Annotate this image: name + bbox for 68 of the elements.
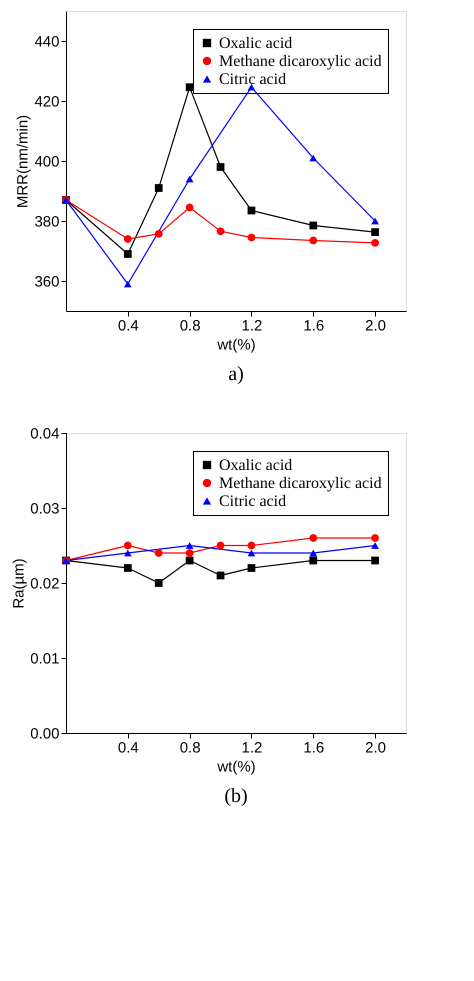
point	[216, 227, 224, 236]
point	[309, 556, 318, 564]
legend-label: Citric acid	[219, 71, 286, 88]
y-tick-label: 400	[34, 154, 60, 170]
y-axis-title: Ra(µm)	[10, 558, 28, 609]
legend-label: Oxalic acid	[219, 457, 292, 474]
point	[154, 579, 163, 587]
point	[248, 206, 256, 214]
point	[186, 176, 194, 182]
point	[309, 222, 318, 230]
text: a)	[228, 363, 244, 385]
y-tick-label: 0.03	[30, 500, 60, 518]
y-tick-label: 0.04	[30, 426, 60, 442]
point	[124, 280, 132, 288]
point	[371, 542, 379, 549]
point	[154, 549, 163, 557]
point	[371, 556, 379, 564]
legend-label: Oxalic acid	[219, 35, 292, 52]
legend-label: Methane dicaroxylic acid	[219, 53, 382, 70]
point	[371, 534, 379, 542]
x-axis-title: wt(%)	[216, 758, 256, 776]
point	[248, 542, 256, 550]
point	[154, 230, 163, 238]
point	[216, 163, 224, 171]
point	[124, 235, 132, 243]
y-tick-label: 380	[34, 214, 60, 230]
point	[124, 542, 132, 550]
y-tick-label: 0.02	[30, 576, 60, 592]
point	[216, 572, 224, 580]
point	[371, 218, 379, 224]
point	[124, 550, 132, 556]
x-axis-title: wt(%)	[216, 336, 256, 354]
point	[186, 204, 194, 212]
x-tick-label: 1.6	[303, 318, 324, 334]
text: (b)	[224, 785, 248, 807]
point	[248, 564, 256, 572]
y-tick-label: 440	[34, 34, 60, 50]
x-tick-label: 2.0	[365, 318, 386, 334]
point	[154, 184, 163, 192]
y-tick-label: 0.01	[30, 650, 60, 668]
legend-label: Citric acid	[219, 493, 286, 510]
point	[186, 549, 194, 557]
point	[309, 154, 318, 162]
x-tick-label: 0.8	[180, 740, 201, 756]
point	[248, 550, 256, 556]
y-axis-title: MRR(nm/min)	[14, 114, 32, 208]
point	[309, 236, 318, 244]
x-tick-label: 0.8	[180, 318, 201, 334]
x-tick-label: 1.2	[242, 318, 262, 334]
x-tick-label: 2.0	[365, 740, 386, 756]
point	[124, 250, 132, 258]
point	[309, 550, 318, 556]
x-tick-label: 1.2	[242, 740, 262, 756]
point	[371, 239, 379, 247]
x-tick-label: 1.6	[303, 740, 324, 756]
point	[186, 556, 194, 564]
point	[309, 534, 318, 542]
y-tick-label: 420	[34, 94, 60, 110]
point	[216, 542, 224, 550]
x-tick-label: 0.4	[118, 318, 139, 334]
point	[186, 542, 194, 549]
y-tick-label: 360	[34, 274, 60, 290]
y-tick-label: 0.00	[30, 726, 60, 742]
legend-label: Methane dicaroxylic acid	[219, 475, 382, 492]
x-tick-label: 0.4	[118, 740, 139, 756]
point	[371, 228, 379, 236]
point	[124, 564, 132, 572]
point	[248, 234, 256, 242]
